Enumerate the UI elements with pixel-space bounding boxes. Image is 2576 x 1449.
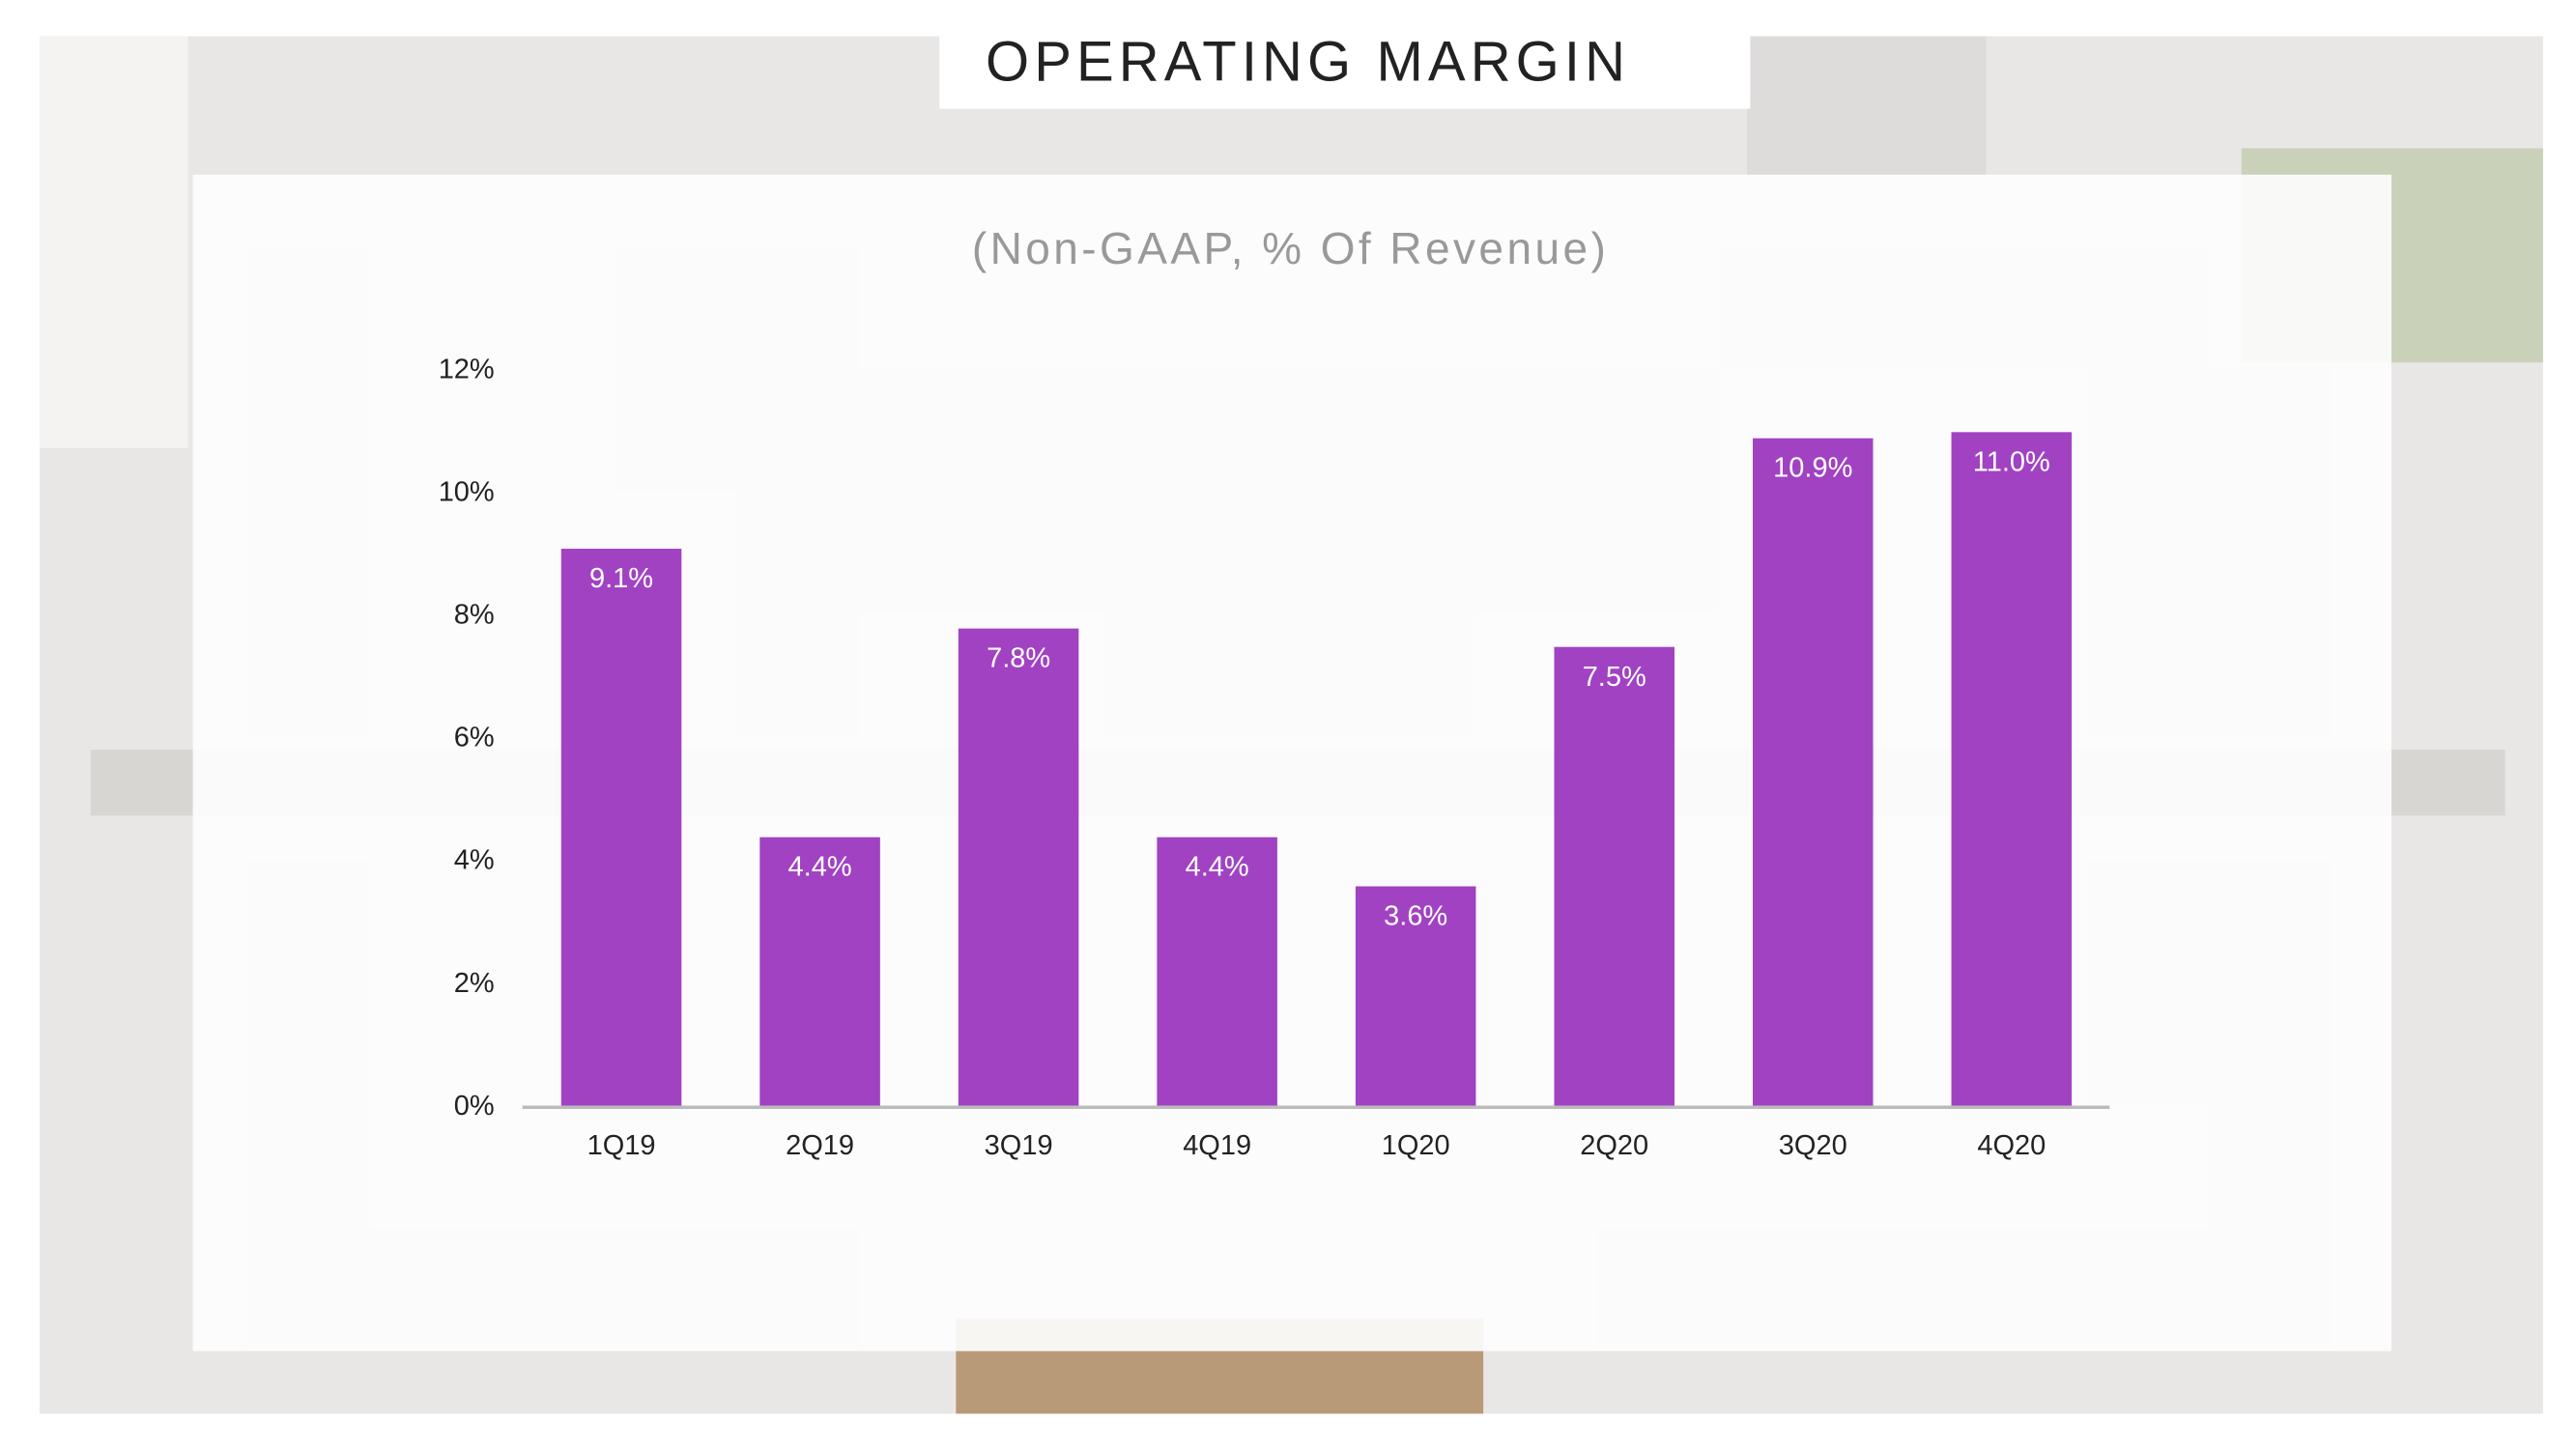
bar [1355, 886, 1476, 1108]
data-label: 3.6% [1384, 901, 1447, 932]
chart-title: OPERATING MARGIN [986, 32, 1630, 94]
x-tick-label: 3Q20 [1779, 1130, 1847, 1161]
y-tick-label: 4% [454, 845, 495, 876]
y-tick-label: 6% [454, 723, 495, 753]
x-tick-label: 2Q19 [786, 1130, 854, 1161]
bar [560, 549, 682, 1108]
y-tick-label: 8% [454, 600, 495, 631]
bar [759, 837, 880, 1108]
data-label: 4.4% [788, 852, 852, 883]
x-tick-label: 4Q20 [1977, 1130, 2046, 1161]
x-tick-label: 4Q19 [1183, 1130, 1251, 1161]
x-tick-label: 1Q19 [587, 1130, 656, 1161]
y-tick-label: 0% [454, 1091, 495, 1122]
window-frame [1747, 36, 1987, 175]
data-label: 10.9% [1773, 453, 1852, 484]
data-label: 9.1% [589, 563, 653, 594]
x-tick-label: 1Q20 [1382, 1130, 1450, 1161]
chart-subtitle: (Non-GAAP, % Of Revenue) [972, 223, 1609, 273]
y-tick-label: 2% [454, 968, 495, 999]
data-label: 11.0% [1973, 446, 2050, 477]
bar [1753, 438, 1874, 1108]
data-label: 7.5% [1583, 662, 1646, 693]
bar [958, 628, 1079, 1108]
x-tick-label: 3Q19 [985, 1130, 1053, 1161]
title-box [939, 36, 1751, 109]
y-tick-label: 12% [439, 354, 495, 384]
data-label: 4.4% [1186, 852, 1249, 883]
y-tick-label: 10% [439, 477, 495, 508]
bar [1951, 432, 2073, 1108]
x-tick-label: 2Q20 [1580, 1130, 1648, 1161]
data-label: 7.8% [987, 643, 1050, 674]
window [39, 36, 188, 448]
bar [1157, 837, 1277, 1108]
bar [1554, 646, 1674, 1108]
